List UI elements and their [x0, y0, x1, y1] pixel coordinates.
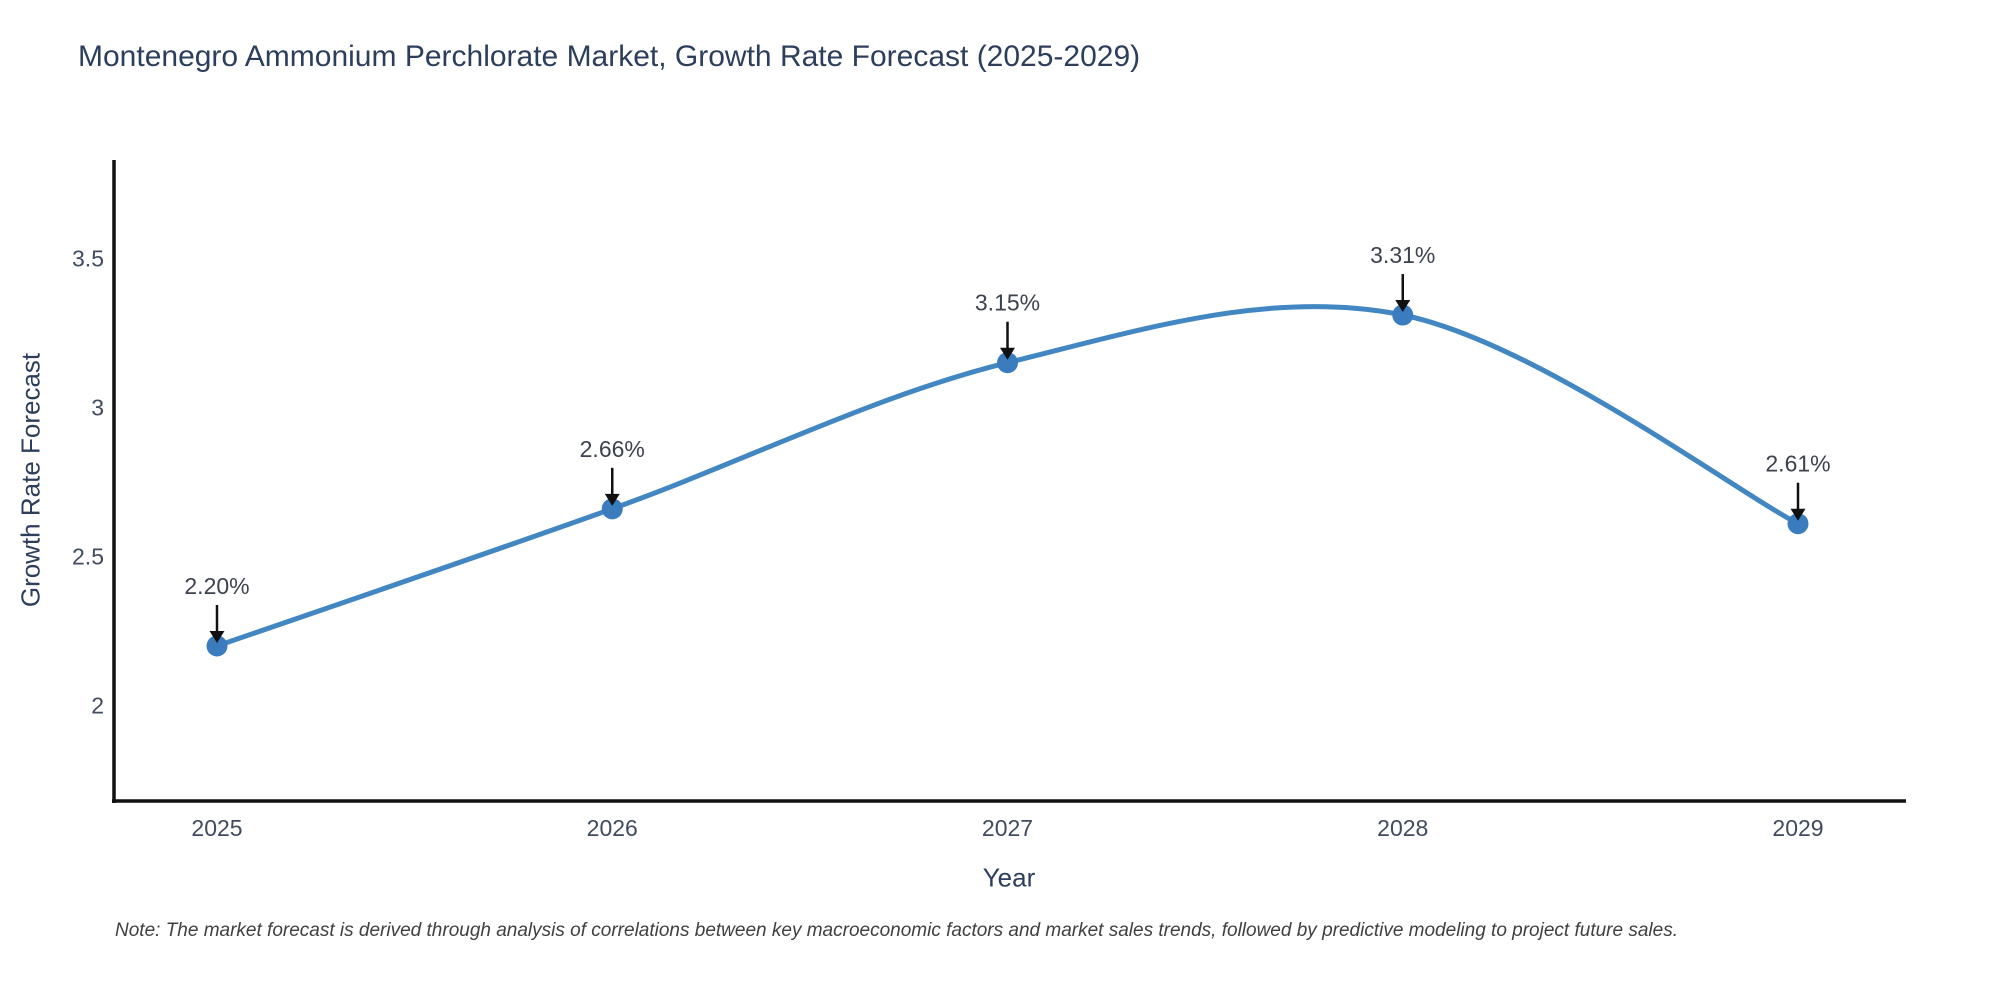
data-point[interactable]	[601, 498, 623, 520]
data-point-label: 2.61%	[1765, 451, 1830, 477]
y-tick-label: 2.5	[72, 544, 104, 570]
x-tick-label: 2027	[982, 815, 1033, 841]
annotation-arrowhead-icon	[1395, 300, 1411, 313]
annotation-arrowhead-icon	[1790, 508, 1806, 521]
data-point[interactable]	[1787, 513, 1809, 535]
data-point-label: 3.15%	[975, 290, 1040, 316]
y-axis-title: Growth Rate Forecast	[15, 352, 46, 608]
data-point-label: 2.66%	[580, 436, 645, 462]
footnote: Note: The market forecast is derived thr…	[115, 920, 1678, 941]
data-point-label: 2.20%	[184, 573, 249, 599]
annotation-arrowhead-icon	[604, 493, 620, 506]
data-point[interactable]	[997, 352, 1018, 374]
data-point[interactable]	[1392, 304, 1414, 326]
y-tick-label: 2	[91, 693, 104, 719]
data-point-label: 3.31%	[1370, 242, 1435, 268]
x-tick-label: 2028	[1377, 815, 1428, 841]
y-tick-label: 3	[91, 394, 104, 420]
annotation-arrowhead-icon	[209, 630, 225, 643]
x-tick-label: 2029	[1772, 815, 1823, 841]
data-point[interactable]	[206, 635, 228, 657]
chart-title: Montenegro Ammonium Perchlorate Market, …	[78, 40, 1141, 73]
x-tick-label: 2025	[191, 815, 242, 841]
x-axis-title: Year	[982, 862, 1036, 893]
annotation-arrowhead-icon	[1000, 347, 1015, 360]
y-tick-label: 3.5	[72, 245, 104, 271]
x-tick-label: 2026	[587, 815, 638, 841]
